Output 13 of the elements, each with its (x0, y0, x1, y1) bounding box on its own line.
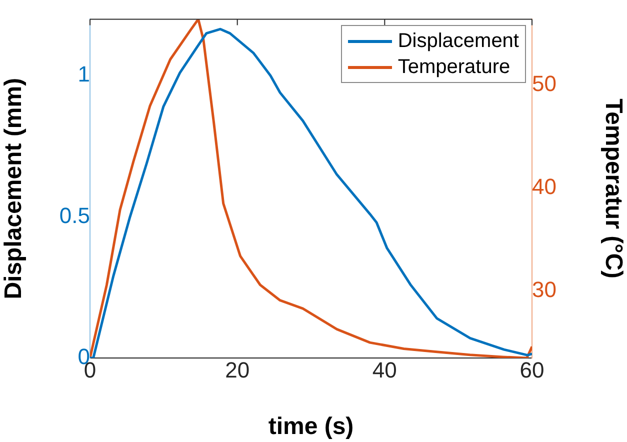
y2-axis-title: Temperatur (°C) (600, 98, 627, 279)
x-tick-label: 40 (372, 357, 397, 382)
y-tick-label: 0.5 (59, 202, 90, 228)
y-tick-label: 1 (78, 62, 90, 87)
y2-tick-label: 40 (532, 174, 556, 200)
legend-label: Temperature (398, 55, 510, 80)
legend-label: Displacement (398, 29, 519, 54)
x-tick-label: 20 (225, 357, 250, 382)
y-axis-title: Displacement (mm) (0, 78, 28, 300)
x-tick-label: 60 (520, 357, 544, 382)
y2-tick-label: 50 (532, 71, 556, 96)
x-axis-title: time (s) (268, 413, 354, 440)
y2-tick-label: 30 (532, 277, 556, 302)
